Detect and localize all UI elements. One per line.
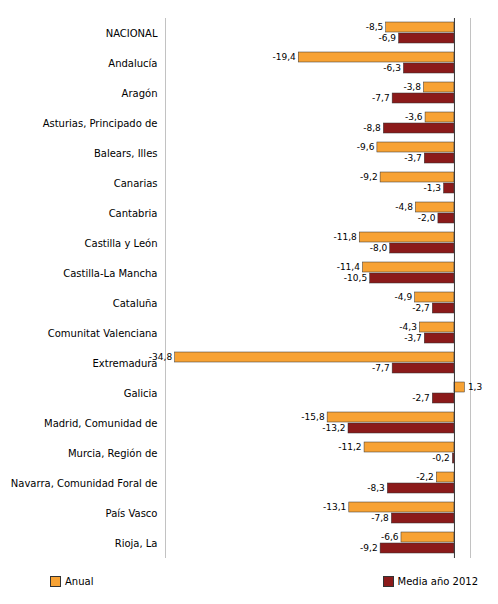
html-text:Media año 2012: Media año 2012	[397, 576, 478, 587]
svg-text:-2,7: -2,7	[412, 393, 430, 403]
svg-text:-3,8: -3,8	[403, 82, 421, 92]
svg-text:-8,0: -8,0	[370, 243, 388, 253]
svg-text:-15,8: -15,8	[301, 412, 325, 422]
svg-text:Madrid, Comunidad de: Madrid, Comunidad de	[44, 418, 158, 429]
svg-text:-13,1: -13,1	[323, 502, 346, 512]
svg-text:-6,6: -6,6	[381, 532, 399, 542]
svg-text:Castilla-La Mancha: Castilla-La Mancha	[63, 268, 157, 279]
svg-text:Extremadura: Extremadura	[93, 358, 158, 369]
svg-text:Aragón: Aragón	[122, 88, 158, 99]
svg-text:-3,6: -3,6	[405, 112, 423, 122]
svg-text:-7,7: -7,7	[372, 93, 390, 103]
svg-text:-9,2: -9,2	[360, 172, 378, 182]
svg-text:-1,3: -1,3	[423, 183, 441, 193]
svg-text:-9,6: -9,6	[357, 142, 375, 152]
svg-text:1,3: 1,3	[468, 382, 482, 392]
svg-text:Murcia, Región de: Murcia, Región de	[68, 448, 158, 459]
svg-text:-2,2: -2,2	[416, 472, 434, 482]
svg-text:-9,2: -9,2	[360, 543, 378, 553]
svg-text:-3,7: -3,7	[404, 333, 422, 343]
html-text:Anual: Anual	[65, 576, 94, 587]
svg-text:-2,0: -2,0	[418, 213, 436, 223]
svg-text:Balears, Illes: Balears, Illes	[94, 148, 158, 159]
svg-text:-8,3: -8,3	[367, 483, 385, 493]
svg-text:-13,2: -13,2	[322, 423, 345, 433]
svg-text:Cataluña: Cataluña	[113, 298, 158, 309]
svg-text:-19,4: -19,4	[272, 52, 296, 62]
svg-text:-10,5: -10,5	[344, 273, 367, 283]
svg-text:País Vasco: País Vasco	[106, 508, 158, 519]
svg-text:-4,9: -4,9	[395, 292, 413, 302]
svg-text:-4,8: -4,8	[395, 202, 413, 212]
svg-text:-34,8: -34,8	[149, 352, 173, 362]
svg-text:-11,8: -11,8	[333, 232, 357, 242]
svg-text:-6,9: -6,9	[379, 33, 397, 43]
svg-text:Comunitat Valenciana: Comunitat Valenciana	[48, 328, 158, 339]
svg-text:-11,4: -11,4	[337, 262, 361, 272]
svg-text:-11,2: -11,2	[338, 442, 361, 452]
svg-text:Rioja, La: Rioja, La	[115, 538, 158, 549]
svg-text:-8,8: -8,8	[363, 123, 381, 133]
svg-text:Galicia: Galicia	[124, 388, 158, 399]
svg-text:-4,3: -4,3	[399, 322, 417, 332]
svg-text:Cantabria: Cantabria	[109, 208, 158, 219]
svg-text:NACIONAL: NACIONAL	[106, 28, 158, 39]
svg-text:Canarias: Canarias	[114, 178, 158, 189]
svg-text:Asturias, Principado de: Asturias, Principado de	[43, 118, 158, 129]
svg-text:Castilla y León: Castilla y León	[85, 238, 158, 249]
svg-text:Navarra, Comunidad Foral de: Navarra, Comunidad Foral de	[11, 478, 158, 489]
svg-text:-8,5: -8,5	[366, 22, 384, 32]
svg-text:Andalucía: Andalucía	[108, 58, 157, 69]
svg-text:-7,7: -7,7	[372, 363, 390, 373]
svg-text:-7,8: -7,8	[371, 513, 389, 523]
svg-text:-6,3: -6,3	[383, 63, 401, 73]
svg-text:-0,2: -0,2	[432, 453, 450, 463]
svg-text:-3,7: -3,7	[404, 153, 422, 163]
svg-text:-2,7: -2,7	[412, 303, 430, 313]
